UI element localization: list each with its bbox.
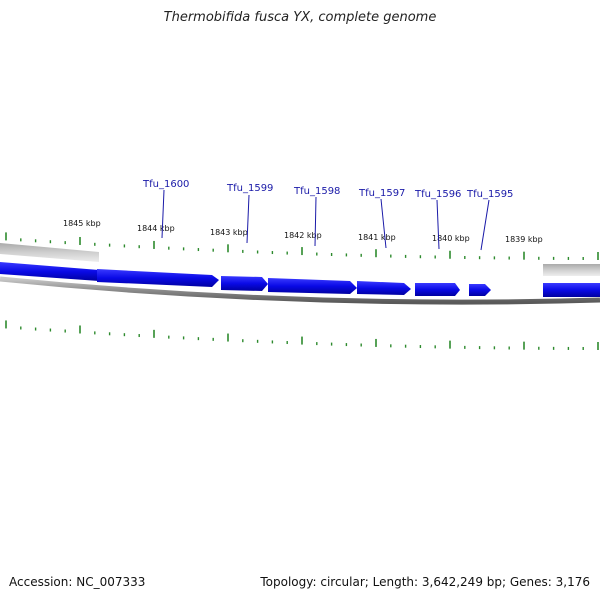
gene-label: Tfu_1596 [414,189,461,200]
accession-text: Accession: NC_007333 [9,575,146,589]
gene-labels: Tfu_1600 Tfu_1599 Tfu_1598 Tfu_1597 Tfu_… [142,179,513,251]
gene-leader-line [380,198,387,249]
lower-tick-row [5,320,599,350]
position-label: 1842 kbp [284,231,322,240]
position-label: 1844 kbp [137,224,175,233]
gene-leader-line [480,199,490,251]
gene-label: Tfu_1597 [358,188,405,199]
gene-label: Tfu_1599 [226,183,273,194]
upper-tick-row [5,232,599,260]
gene-label: Tfu_1600 [142,179,189,190]
gene-leader-line [314,196,317,247]
position-labels: 1845 kbp 1844 kbp 1843 kbp 1842 kbp 1841… [63,219,543,244]
genome-backbone [0,276,600,305]
position-label: 1841 kbp [358,233,396,242]
upper-track-right [543,264,600,276]
gene-leader-line [246,194,250,244]
gene-arrow [415,283,460,296]
gene-arrow [97,269,219,287]
position-label: 1840 kbp [432,234,470,243]
genome-summary-text: Topology: circular; Length: 3,642,249 bp… [260,575,590,589]
gene-arrow [268,278,357,294]
position-label: 1845 kbp [63,219,101,228]
upper-track-left [0,243,99,262]
gene-arrow [357,281,411,295]
position-label: 1843 kbp [210,228,248,237]
gene-track [0,262,600,297]
position-label: 1839 kbp [505,235,543,244]
gene-arrow [469,284,491,296]
gene-leader-line [161,189,165,239]
gene-label: Tfu_1598 [293,186,340,197]
gene-arrow [0,262,99,281]
gene-leader-line [436,199,440,250]
gene-arrow [221,276,268,291]
gene-arrow [543,283,600,297]
gene-label: Tfu_1595 [466,189,513,200]
genome-title: Thermobifida fusca YX, complete genome [163,10,437,25]
